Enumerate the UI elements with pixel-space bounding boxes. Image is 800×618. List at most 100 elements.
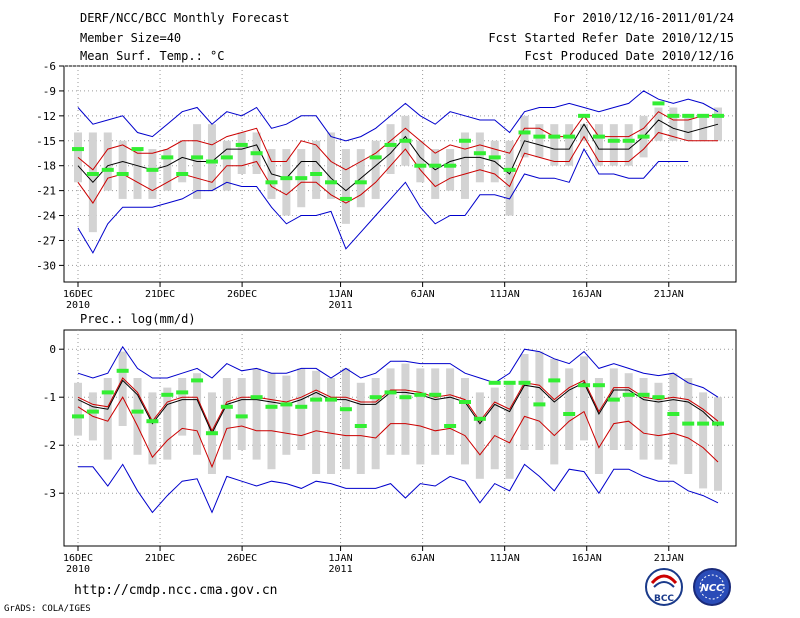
y-tick-label: -24 [36, 210, 56, 223]
observation-marker [205, 431, 218, 436]
source-url[interactable]: http://cmdp.ncc.cma.gov.cn [74, 583, 278, 598]
ensemble-bar [684, 378, 693, 474]
observation-marker [176, 172, 189, 176]
y-tick-label: -21 [36, 185, 56, 198]
ensemble-bar [460, 132, 469, 199]
observation-marker [533, 402, 546, 407]
observation-marker [161, 392, 174, 397]
observation-marker [712, 113, 724, 118]
ensemble-bar [535, 124, 544, 158]
observation-marker [116, 368, 129, 373]
ensemble-bar [327, 132, 336, 199]
ensemble-bar [609, 368, 618, 450]
y-tick-label: -27 [36, 234, 56, 247]
observation-marker [354, 424, 367, 428]
observation-marker [116, 172, 129, 176]
ensemble-bar [312, 370, 321, 474]
ensemble-bar [565, 124, 574, 166]
observation-marker [235, 142, 248, 147]
ensemble-bar [699, 392, 708, 489]
ensemble-bar [416, 140, 425, 183]
observation-marker [503, 167, 516, 172]
x-tick-label: 26DEC [227, 289, 257, 300]
observation-marker [458, 400, 471, 404]
observation-marker [563, 134, 576, 139]
ensemble-bar [148, 149, 157, 199]
observation-marker [280, 402, 293, 407]
ensemble-bar [624, 124, 633, 166]
y-tick-label: -6 [43, 60, 56, 73]
ensemble-bar [297, 368, 306, 450]
observation-marker [191, 155, 204, 160]
produced-date: Fcst Produced Date 2010/12/16 [524, 49, 734, 63]
ensemble-bar [654, 382, 663, 460]
observation-marker [473, 416, 486, 421]
ensemble-bar [267, 373, 276, 470]
observation-marker [280, 176, 293, 181]
observation-marker [131, 147, 144, 152]
ensemble-bar [282, 375, 291, 455]
refer-date: Fcst Started Refer Date 2010/12/15 [488, 31, 734, 45]
ensemble-bar [446, 368, 455, 455]
observation-marker [414, 163, 427, 168]
variable-label: Mean Surf. Temp.: °C [80, 49, 225, 63]
ensemble-bar [609, 124, 618, 166]
ensemble-bar [386, 124, 395, 174]
observation-marker [369, 155, 382, 160]
x-tick-year: 2011 [329, 300, 353, 311]
observation-marker [548, 134, 561, 139]
observation-marker [488, 155, 501, 160]
observation-marker [176, 390, 189, 395]
observation-marker [414, 392, 427, 397]
ensemble-bar [74, 382, 82, 436]
observation-marker [563, 412, 576, 416]
max-envelope-line [77, 345, 719, 398]
ensemble-bar [475, 392, 484, 479]
ensemble-bar [684, 115, 693, 141]
observation-marker [697, 421, 710, 426]
observation-marker [399, 395, 412, 400]
ensemble-bar [103, 132, 112, 191]
observation-marker [191, 378, 204, 383]
ncc-logo: NCC [693, 568, 731, 606]
ensemble-bar [237, 132, 246, 174]
lower-spread-line [77, 396, 719, 469]
y-tick-label: -9 [43, 85, 56, 98]
upper-spread-line [77, 377, 719, 432]
observation-marker [592, 383, 605, 388]
observation-marker [518, 130, 531, 135]
observation-marker [265, 180, 278, 185]
ensemble-bar [356, 382, 365, 474]
observation-marker [712, 421, 724, 426]
observation-marker [86, 409, 99, 414]
x-tick-year: 2010 [66, 300, 90, 311]
ensemble-bar [252, 368, 261, 460]
observation-marker [622, 138, 635, 143]
x-tick-label: 26DEC [227, 553, 257, 564]
observation-marker [310, 397, 323, 402]
lower-spread-line [77, 131, 718, 205]
observation-marker [146, 167, 159, 172]
observation-marker [265, 404, 278, 409]
ensemble-bar [74, 132, 82, 183]
observation-marker [548, 378, 561, 383]
ensemble-bar [446, 149, 455, 191]
grads-credit: GrADS: COLA/IGES [4, 604, 91, 614]
ensemble-bar [371, 378, 380, 470]
x-tick-label: 11JAN [490, 553, 520, 564]
chart-title: DERF/NCC/BCC Monthly Forecast [80, 11, 290, 25]
observation-marker [339, 196, 352, 201]
observation-marker [533, 134, 546, 139]
observation-marker [444, 163, 457, 168]
observation-marker [384, 142, 397, 147]
observation-marker [592, 134, 605, 139]
ensemble-bar [580, 124, 589, 141]
ncc-logo-text: NCC [700, 583, 724, 594]
x-tick-label: 21DEC [145, 553, 175, 564]
observation-marker [682, 113, 695, 118]
ensemble-bar [669, 107, 678, 141]
ensemble-bar [163, 387, 172, 460]
ensemble-bar [490, 387, 499, 470]
